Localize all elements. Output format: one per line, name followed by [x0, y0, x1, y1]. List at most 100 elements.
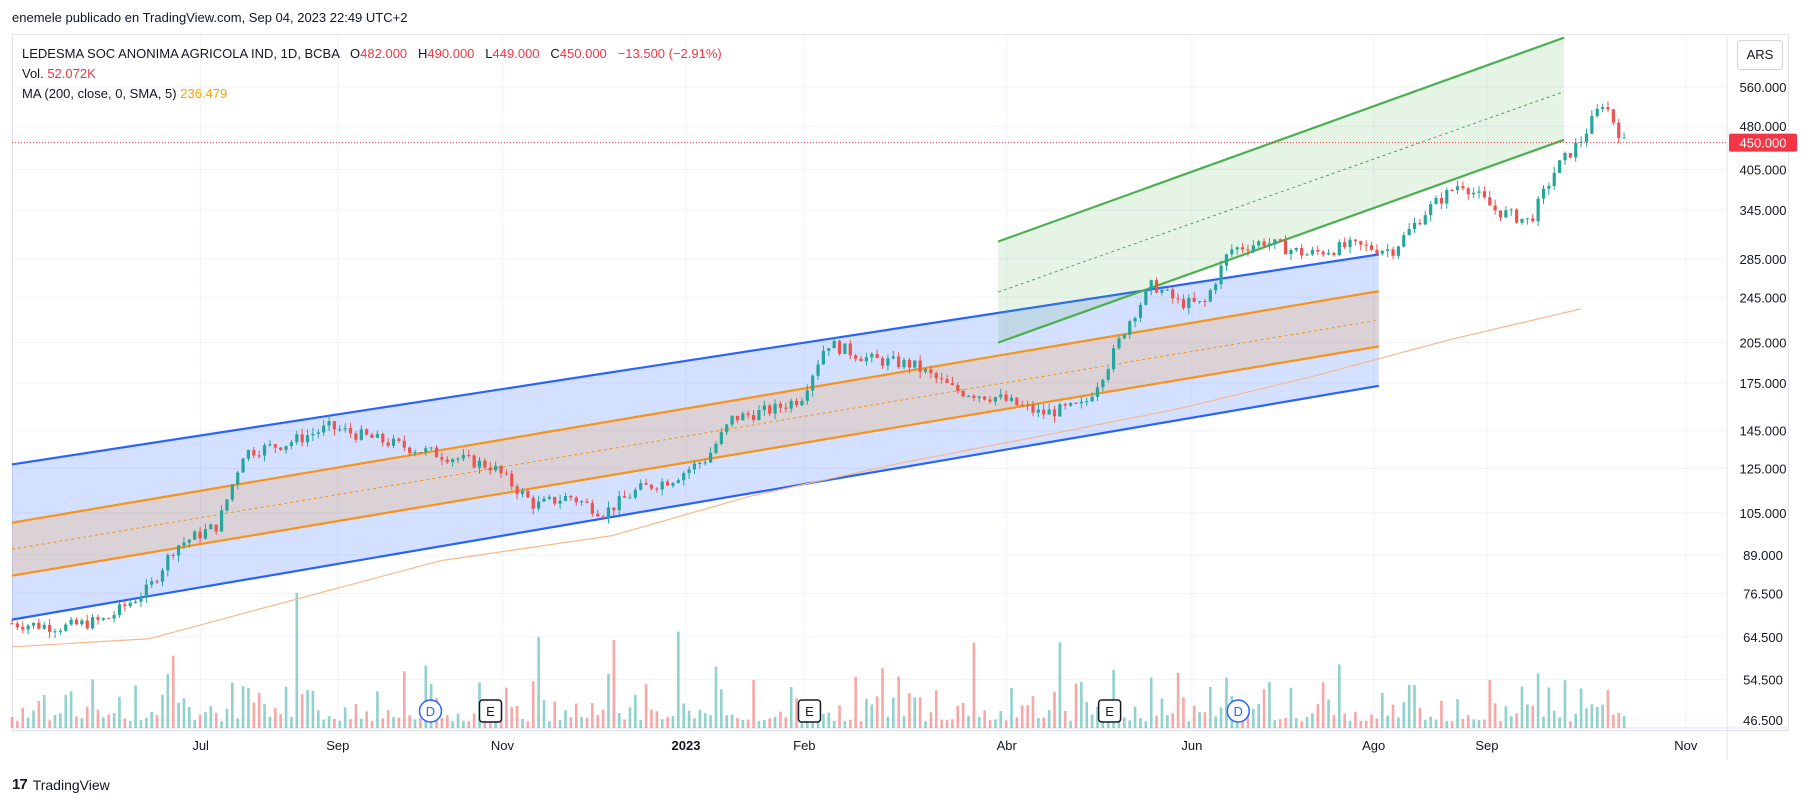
- candle-body: [155, 581, 159, 583]
- green-channel-upper: [997, 36, 1565, 243]
- volume-bar: [204, 712, 207, 728]
- volume-bar: [188, 706, 191, 728]
- candle-body: [1106, 369, 1110, 380]
- volume-bar: [1370, 714, 1373, 728]
- volume-bar: [1547, 687, 1551, 728]
- volume-bar: [80, 718, 84, 728]
- candle-body: [708, 452, 713, 463]
- candle-body: [236, 472, 240, 485]
- volume-bar: [886, 716, 890, 728]
- volume-bar: [349, 719, 352, 728]
- candle-body: [1138, 304, 1143, 318]
- volume-bar: [881, 667, 884, 728]
- volume-bar: [784, 717, 788, 728]
- candle-body: [1305, 254, 1309, 256]
- candle-body: [1273, 239, 1277, 244]
- volume-bar: [1423, 720, 1427, 728]
- candle-body: [1584, 133, 1589, 142]
- volume-bar: [1053, 691, 1056, 728]
- volume-bar: [596, 715, 600, 728]
- time-axis: Jul Sep Nov 2023 Feb Abr Jun Ago Sep Nov: [192, 738, 1698, 753]
- volume-bar: [1477, 720, 1481, 728]
- volume-bar: [1493, 703, 1497, 728]
- volume-bar: [1348, 720, 1352, 728]
- volume-bar: [284, 686, 288, 728]
- currency-button[interactable]: ARS: [1737, 40, 1783, 70]
- volume-bar: [752, 680, 755, 728]
- volume-bar: [1466, 715, 1470, 728]
- candle-body: [1402, 235, 1406, 247]
- candle-body: [1396, 246, 1401, 256]
- candle-body: [671, 483, 675, 486]
- price-tick-label: 89.000: [1743, 548, 1783, 563]
- volume-bar: [1456, 699, 1459, 728]
- candle-body: [1429, 204, 1433, 216]
- volume-bar: [1160, 698, 1164, 728]
- candle-body: [596, 513, 600, 517]
- green-channel-mid: [997, 91, 1565, 293]
- price-axis: 46.500 54.500 64.500 76.500 89.000 105.000 125…: [1740, 80, 1787, 728]
- volume-bar: [1010, 687, 1013, 728]
- volume-bar: [171, 655, 175, 728]
- candle-body: [870, 353, 874, 358]
- price-tick-label: 46.500: [1743, 713, 1783, 728]
- volume-bar: [548, 721, 551, 728]
- candle-body: [1482, 191, 1486, 198]
- candle-body: [649, 484, 654, 489]
- volume-bar: [397, 717, 401, 728]
- volume-bar: [1063, 711, 1067, 728]
- volume-bar: [741, 719, 745, 728]
- candle-body: [655, 488, 659, 490]
- volume-bar: [924, 721, 927, 728]
- volume-bar: [1526, 704, 1529, 728]
- footer-brand[interactable]: 17 TradingView: [12, 776, 110, 793]
- candle-body: [1617, 122, 1621, 139]
- ma-line: [11, 308, 1582, 648]
- volume-bar: [1612, 714, 1615, 728]
- candle-body: [123, 604, 127, 607]
- blue-channel-lower: [11, 384, 1380, 621]
- volume-bar: [1149, 677, 1153, 728]
- volume-bar: [1499, 721, 1502, 728]
- volume-bar: [1397, 717, 1400, 728]
- candle-body: [891, 356, 895, 359]
- candle-body: [391, 438, 396, 446]
- time-tick-label: Jul: [192, 738, 209, 753]
- candle-body: [1031, 405, 1035, 413]
- candle-body: [1423, 215, 1427, 225]
- candle-body: [21, 626, 25, 630]
- ohlc-row: LEDESMA SOC ANONIMA AGRICOLA IND, 1D, BC…: [22, 44, 722, 64]
- candle-body: [854, 355, 858, 359]
- candle-body: [1187, 297, 1191, 309]
- candle-body: [1504, 210, 1508, 218]
- candle-body: [1079, 401, 1083, 404]
- price-tick-label: 405.000: [1740, 162, 1787, 177]
- candle-body: [209, 524, 213, 530]
- volume-bar: [96, 709, 100, 728]
- volume-bar: [134, 685, 137, 728]
- volume-bar: [322, 719, 325, 728]
- volume-bar: [241, 686, 245, 728]
- volume-bar: [666, 716, 669, 728]
- volume-bar: [1171, 713, 1175, 728]
- volume-bar: [854, 676, 857, 728]
- candle-body: [198, 531, 202, 539]
- candle-body: [1230, 249, 1234, 255]
- volume-bar: [1144, 721, 1148, 728]
- volume-bar: [1590, 704, 1594, 728]
- candle-body: [972, 395, 976, 398]
- volume-bar: [1225, 677, 1228, 728]
- candle-body: [1042, 409, 1046, 415]
- volume-bar: [118, 696, 121, 728]
- candle-body: [144, 584, 148, 598]
- volume-bar: [789, 687, 793, 728]
- volume-bar: [1305, 716, 1309, 728]
- volume-bar: [913, 697, 917, 728]
- volume-bar: [300, 694, 304, 728]
- candle-body: [456, 458, 460, 460]
- volume-bar: [257, 692, 261, 728]
- volume-bar: [838, 705, 841, 728]
- candle-body: [96, 617, 100, 620]
- earnings-marker-icon: [1097, 699, 1122, 723]
